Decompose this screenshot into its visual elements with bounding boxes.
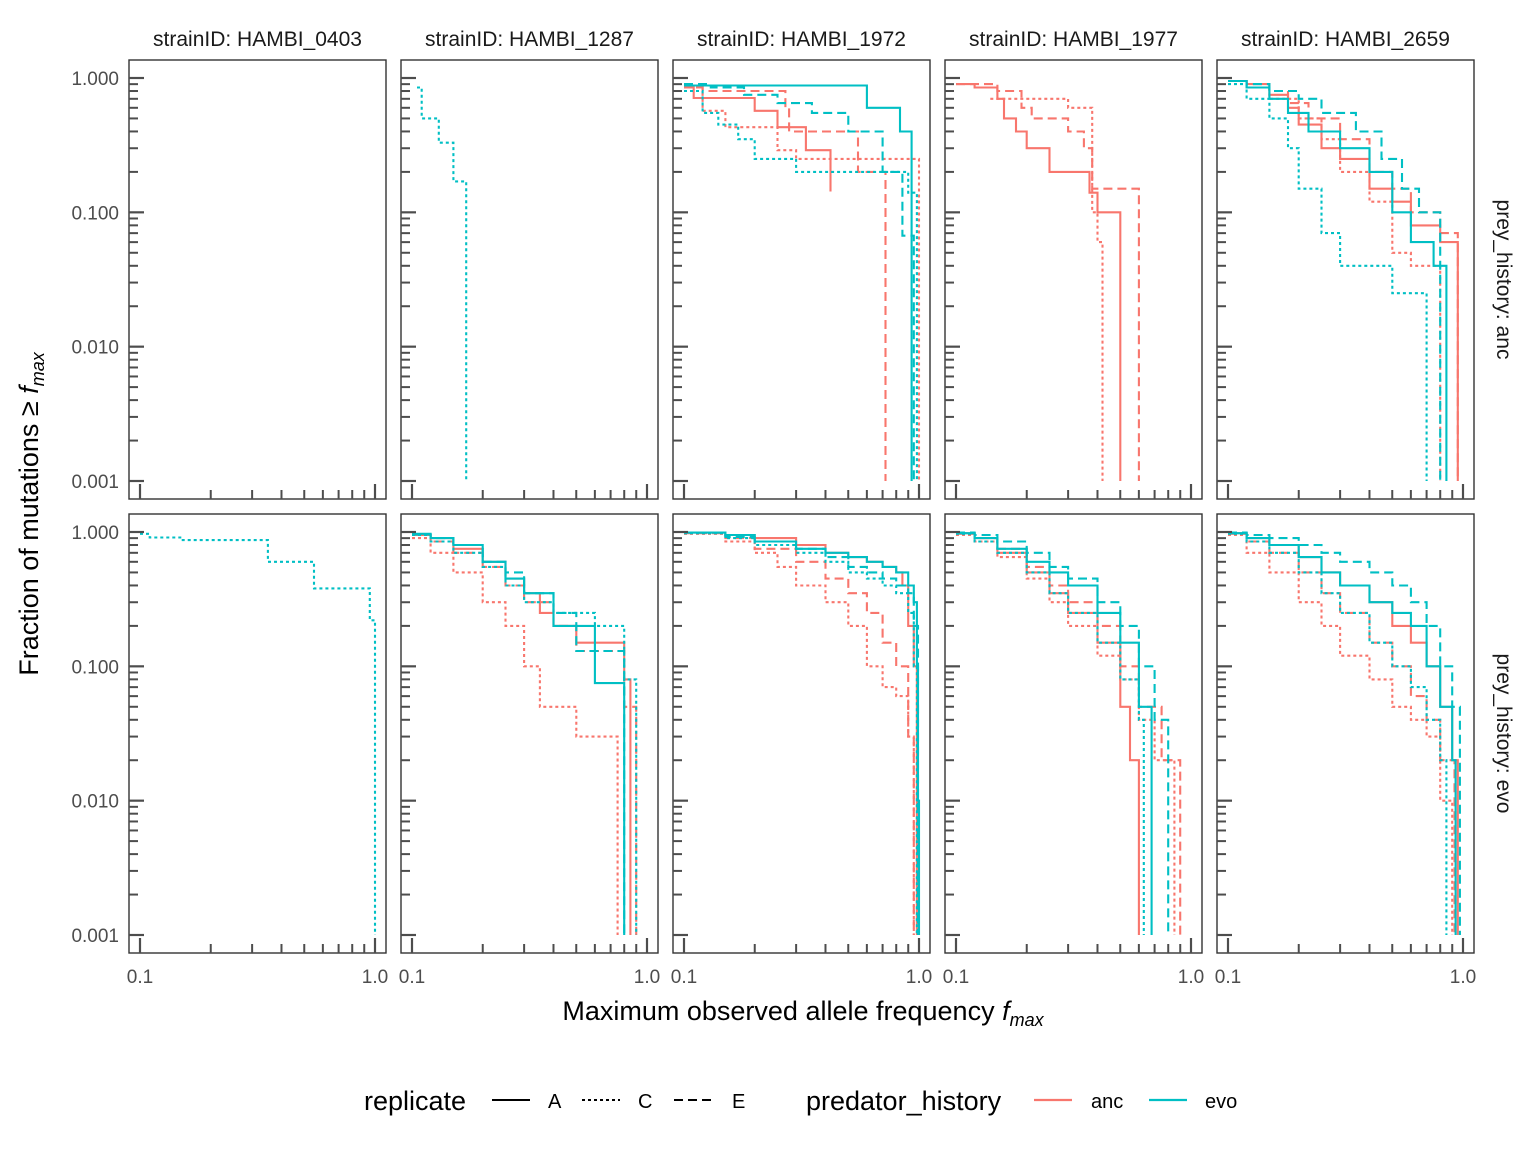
series-line-anc-A	[956, 532, 1140, 935]
series-line-evo-A	[684, 531, 921, 935]
y-axis-title-operator: ≥	[14, 401, 44, 416]
y-tick-label: 0.100	[71, 203, 119, 224]
series-line-evo-C	[1228, 532, 1448, 935]
series-line-anc-C	[956, 533, 1176, 935]
y-axis-title-subscript: max	[28, 351, 48, 386]
facet-strips: strainID: HAMBI_0403 strainID: HAMBI_1287…	[153, 28, 1515, 813]
y-tick-label: 0.010	[71, 338, 119, 359]
series-line-evo-A	[1228, 79, 1448, 481]
series-line-anc-E	[956, 532, 1182, 935]
series-line-evo-E	[684, 83, 915, 481]
axis-ticks: 0.001 0.010 0.100 1.000 0.001 0.010 0.100 1.000…	[71, 69, 1476, 988]
series-line-evo-C	[1228, 83, 1428, 481]
x-tick-label: 1.0	[362, 967, 388, 988]
panel-border	[944, 513, 1203, 954]
panel-border	[672, 59, 931, 500]
series-line-anc-C	[1228, 533, 1454, 935]
series-line-evo-E	[1228, 531, 1461, 935]
series-line-evo-C	[412, 533, 638, 935]
x-axis-title: Maximum observed allele frequency fmax	[562, 996, 1044, 1030]
series-line-anc-A	[1228, 532, 1459, 935]
y-axis-title-symbol: f	[14, 384, 44, 394]
x-tick-label: 0.1	[1215, 967, 1241, 988]
strip-label-evo: prey_history: evo	[1492, 654, 1515, 814]
strip-label-HAMBI_0403: strainID: HAMBI_0403	[153, 28, 362, 51]
panel-border	[672, 513, 931, 954]
strip-label-HAMBI_2659: strainID: HAMBI_2659	[1241, 28, 1450, 51]
series-line-anc-E	[1228, 532, 1456, 935]
legend-key-label-evo: evo	[1205, 1091, 1237, 1113]
series-line-evo-C	[684, 532, 918, 935]
panel-border	[400, 59, 659, 500]
panel-border	[128, 513, 387, 954]
series-line-anc-E	[412, 533, 638, 935]
strip-label-HAMBI_1287: strainID: HAMBI_1287	[425, 28, 634, 51]
series-line-evo-C	[140, 532, 377, 935]
series-line-anc-C	[412, 537, 619, 935]
series-line-anc-C	[1228, 79, 1442, 481]
panel-border	[400, 513, 659, 954]
y-tick-label: 0.100	[71, 657, 119, 678]
series-line-anc-E	[1228, 79, 1459, 481]
series-line-anc-C	[990, 97, 1104, 481]
series-line-anc-E	[684, 532, 915, 935]
series-line-evo-E	[412, 533, 626, 935]
x-axis-title-subscript: max	[1010, 1010, 1045, 1030]
x-axis-title-text: Maximum observed allele frequency	[562, 996, 995, 1026]
strip-label-anc: prey_history: anc	[1492, 200, 1515, 360]
x-tick-label: 0.1	[127, 967, 153, 988]
y-tick-label: 0.001	[71, 472, 119, 493]
series-line-evo-A	[412, 532, 626, 935]
series-line-anc-E	[684, 86, 887, 481]
facet-panels	[128, 59, 1475, 954]
series-line-anc-C	[684, 532, 915, 935]
panel-border	[1216, 59, 1475, 500]
series-line-evo-A	[1228, 532, 1457, 935]
series-line-evo-C	[684, 89, 918, 481]
y-axis-title-text: Fraction of mutations	[14, 424, 44, 676]
series-line-anc-A	[1228, 79, 1459, 481]
panel-border	[1216, 513, 1475, 954]
y-tick-label: 1.000	[71, 523, 119, 544]
x-tick-label: 1.0	[1178, 967, 1204, 988]
panel-border	[128, 59, 387, 500]
strip-label-HAMBI_1972: strainID: HAMBI_1972	[697, 28, 906, 51]
series-line-evo-E	[684, 531, 920, 935]
x-tick-label: 1.0	[634, 967, 660, 988]
legend: replicate A C E predator_history anc evo	[364, 1086, 1237, 1116]
series-line-anc-A	[684, 531, 918, 935]
y-axis-title: Fraction of mutations ≥ fmax	[14, 351, 48, 676]
legend-key-label-E: E	[732, 1091, 745, 1113]
x-tick-label: 1.0	[906, 967, 932, 988]
series-line-evo-A	[684, 84, 913, 481]
y-tick-label: 0.010	[71, 792, 119, 813]
x-tick-label: 0.1	[943, 967, 969, 988]
legend-title-replicate: replicate	[364, 1086, 466, 1116]
y-tick-label: 1.000	[71, 69, 119, 90]
y-tick-label: 0.001	[71, 926, 119, 947]
series-line-anc-A	[956, 83, 1122, 481]
x-tick-label: 1.0	[1450, 967, 1476, 988]
x-axis-title-symbol: f	[1002, 996, 1012, 1026]
series-line-anc-C	[684, 86, 921, 481]
legend-key-label-anc: anc	[1091, 1091, 1123, 1113]
strip-label-HAMBI_1977: strainID: HAMBI_1977	[969, 28, 1178, 51]
series-line-evo-E	[956, 531, 1170, 935]
series-line-anc-A	[412, 533, 632, 935]
series-line-anc-A	[684, 86, 832, 192]
legend-key-label-C: C	[638, 1091, 652, 1113]
x-tick-label: 0.1	[399, 967, 425, 988]
series-line-anc-E	[956, 83, 1140, 481]
series-line-evo-E	[1228, 79, 1442, 481]
x-tick-label: 0.1	[671, 967, 697, 988]
legend-title-predator-history: predator_history	[806, 1086, 1002, 1116]
panel-border	[944, 59, 1203, 500]
series-line-evo-C	[417, 86, 468, 481]
legend-key-label-A: A	[548, 1091, 562, 1113]
